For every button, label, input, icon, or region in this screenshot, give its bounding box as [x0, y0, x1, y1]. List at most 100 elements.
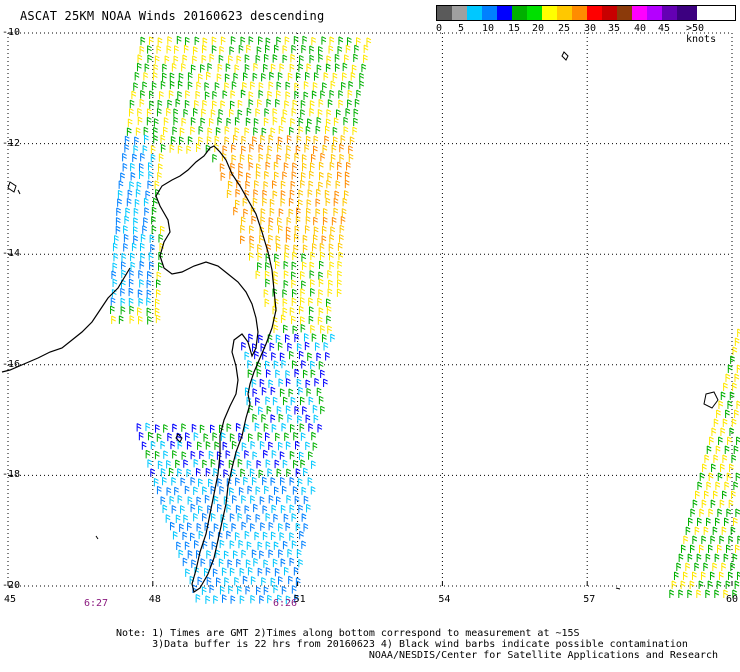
wind-barb — [235, 199, 240, 208]
wind-barb — [298, 386, 304, 396]
legend-label: 10 — [482, 23, 495, 34]
wind-barb — [243, 208, 248, 217]
wind-barb — [329, 36, 335, 45]
wind-barb — [343, 116, 349, 126]
wind-barb — [295, 468, 301, 477]
wind-barb — [333, 117, 339, 126]
wind-barb — [237, 458, 243, 468]
wind-barb — [262, 197, 267, 207]
wind-barb — [289, 350, 294, 360]
wind-barb — [198, 478, 203, 487]
wind-barb — [224, 73, 230, 82]
comoros-islands — [7, 181, 21, 195]
wind-barb — [251, 476, 257, 486]
wind-barb — [318, 307, 324, 316]
wind-barb — [717, 472, 723, 481]
wind-barb — [246, 541, 252, 550]
wind-barb — [731, 418, 737, 427]
wind-barb — [282, 459, 288, 469]
wind-barb — [294, 333, 300, 343]
wind-barb — [342, 72, 347, 81]
wind-barb — [181, 451, 187, 460]
legend-labels: 0 5 10 15 20 25 30 35 40 45 >50 knots — [436, 21, 736, 45]
wind-barb — [705, 589, 711, 598]
wind-barb — [300, 432, 306, 441]
wind-barb — [168, 467, 174, 477]
legend-swatch — [542, 6, 557, 20]
wind-barb — [118, 315, 124, 324]
wind-barb — [272, 54, 278, 63]
wind-barb — [704, 454, 710, 463]
wind-barb — [222, 594, 227, 603]
wind-barb — [286, 217, 292, 226]
wind-barb — [248, 161, 254, 171]
wind-barb — [247, 369, 253, 378]
wind-barb — [272, 190, 278, 199]
wind-barb — [156, 485, 162, 495]
wind-barb — [185, 432, 190, 441]
wind-barb — [286, 494, 292, 504]
wind-barb — [173, 116, 179, 126]
wind-barb — [706, 445, 712, 454]
wind-barb — [708, 472, 714, 481]
wind-barb — [701, 535, 707, 544]
wind-barb — [214, 82, 220, 91]
wind-barb — [186, 145, 192, 154]
wind-barb — [123, 243, 128, 252]
wind-barb — [116, 207, 121, 216]
wind-barb — [312, 242, 317, 252]
wind-barb — [276, 90, 281, 99]
wind-barb — [162, 63, 167, 73]
wind-barb — [696, 553, 702, 562]
wind-barb — [284, 252, 289, 261]
wind-barb — [185, 568, 190, 577]
wind-barb — [195, 90, 201, 100]
wind-barb — [324, 189, 330, 199]
wind-barb — [715, 517, 720, 526]
wind-barb — [190, 126, 195, 135]
wind-barb — [136, 423, 142, 432]
wind-barb — [157, 37, 163, 46]
wind-barb — [200, 558, 206, 567]
wind-barb — [715, 445, 721, 454]
wind-barb — [129, 99, 135, 109]
wind-barb — [708, 508, 714, 517]
wind-barb — [309, 162, 315, 171]
wind-barb — [309, 261, 315, 271]
wind-barb — [164, 55, 170, 64]
wind-barb — [233, 72, 239, 82]
wind-barb — [244, 505, 250, 514]
wind-barb — [346, 161, 351, 171]
wind-barb — [182, 531, 188, 541]
wind-barb — [177, 90, 182, 100]
wind-barb — [258, 334, 263, 343]
wind-barb — [156, 107, 162, 117]
wind-barb — [115, 225, 121, 235]
wind-barb — [277, 342, 283, 351]
wind-barb — [729, 427, 735, 436]
wind-barb — [298, 63, 304, 72]
wind-barb — [187, 72, 193, 81]
wind-barb — [254, 180, 259, 189]
wind-barb — [251, 378, 257, 388]
wind-barb — [246, 107, 252, 117]
wind-barb — [304, 225, 310, 234]
wind-barb — [274, 171, 279, 180]
legend-label: 15 — [508, 23, 521, 34]
madagascar-coastline — [155, 145, 277, 593]
wind-barb — [147, 459, 153, 468]
wind-barb — [274, 459, 280, 469]
wind-barb — [153, 118, 159, 127]
grid-lines — [7, 32, 733, 587]
mauritius-like-island — [703, 391, 719, 409]
wind-barb — [720, 427, 726, 436]
wind-barb — [736, 364, 740, 373]
wind-barb — [706, 517, 711, 526]
wind-barb — [299, 530, 304, 540]
wind-barb — [241, 145, 246, 154]
y-tick-label: -10 — [2, 27, 21, 38]
wind-barb — [337, 279, 342, 288]
wind-barb — [320, 369, 325, 379]
wind-barb — [294, 152, 300, 162]
wind-barb — [158, 262, 163, 271]
